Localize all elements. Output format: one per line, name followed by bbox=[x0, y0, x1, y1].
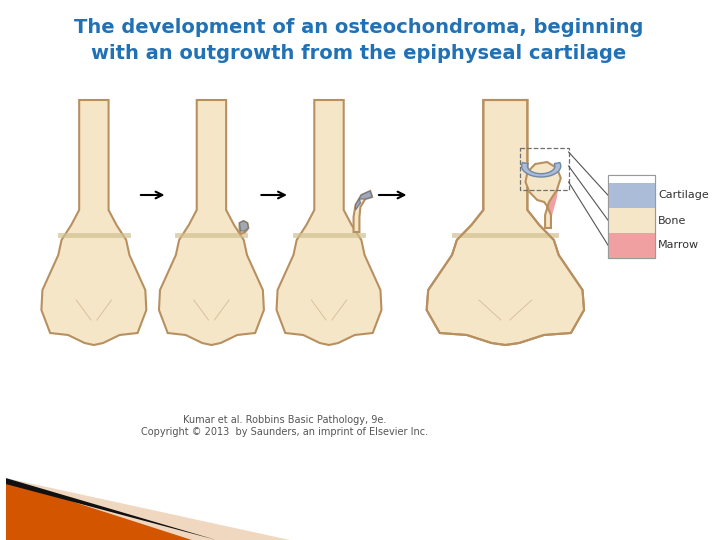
Bar bbox=[608, 175, 655, 183]
Bar bbox=[608, 175, 655, 258]
Bar bbox=[608, 233, 655, 258]
Text: Marrow: Marrow bbox=[658, 240, 699, 251]
Polygon shape bbox=[442, 105, 569, 342]
Polygon shape bbox=[240, 221, 248, 234]
Polygon shape bbox=[41, 100, 146, 345]
Polygon shape bbox=[159, 100, 264, 345]
Bar bbox=[608, 175, 655, 258]
Polygon shape bbox=[6, 478, 216, 540]
Polygon shape bbox=[6, 478, 290, 540]
Polygon shape bbox=[531, 168, 559, 220]
Text: with an outgrowth from the epiphyseal cartilage: with an outgrowth from the epiphyseal ca… bbox=[91, 44, 626, 63]
Polygon shape bbox=[427, 100, 584, 345]
Bar bbox=[608, 183, 655, 208]
Text: Cartilage: Cartilage bbox=[658, 191, 709, 200]
Polygon shape bbox=[526, 162, 561, 228]
Polygon shape bbox=[6, 480, 192, 540]
Text: Kumar et al. Robbins Basic Pathology, 9e.
Copyright © 2013  by Saunders, an impr: Kumar et al. Robbins Basic Pathology, 9e… bbox=[141, 415, 428, 437]
Bar bbox=[520, 148, 569, 190]
Polygon shape bbox=[276, 100, 382, 345]
Polygon shape bbox=[356, 191, 372, 210]
Polygon shape bbox=[240, 221, 248, 231]
Text: The development of an osteochondroma, beginning: The development of an osteochondroma, be… bbox=[73, 18, 643, 37]
Polygon shape bbox=[521, 163, 561, 177]
Bar bbox=[608, 208, 655, 233]
Polygon shape bbox=[354, 191, 372, 232]
Text: Bone: Bone bbox=[658, 215, 687, 226]
